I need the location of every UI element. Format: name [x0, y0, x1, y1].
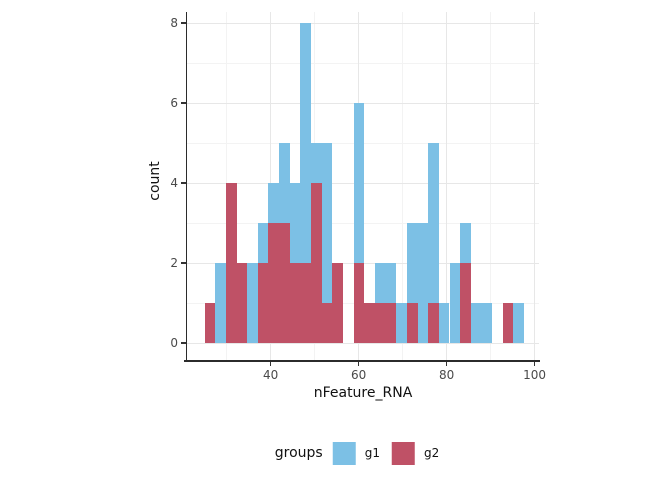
bar-g1-bin26: [470, 303, 482, 344]
legend-label-g1: g1: [364, 446, 380, 460]
minor-gridline: [490, 12, 492, 360]
x-tick-label: 40: [262, 368, 279, 382]
x-tick: [357, 361, 360, 366]
bar-g2-bin17: [374, 303, 386, 344]
bar-g1-bin20: [406, 223, 418, 344]
y-tick: [181, 102, 186, 104]
major-gridline: [187, 342, 539, 344]
x-tick: [445, 361, 448, 366]
bar-g2-bin25: [460, 263, 471, 344]
bar-g1-bin19: [396, 303, 407, 344]
bar-g1-bin5: [247, 263, 258, 344]
bar-g2-bin18: [385, 303, 397, 344]
x-tick-label: 60: [350, 368, 367, 382]
bar-g1-bin27: [481, 303, 493, 344]
legend-title: groups: [274, 445, 323, 461]
major-gridline: [446, 12, 448, 360]
bar-g2-bin8: [279, 223, 290, 344]
bar-g2-bin16: [364, 303, 375, 344]
bar-g2-bin6: [257, 263, 269, 344]
y-tick: [181, 182, 186, 184]
bar-g2-bin29: [502, 303, 514, 344]
major-gridline: [534, 12, 536, 360]
y-tick: [181, 262, 186, 264]
y-tick: [181, 342, 186, 344]
x-tick: [533, 361, 536, 366]
bar-g2-bin13: [332, 263, 344, 344]
bar-g2-bin22: [428, 303, 439, 344]
legend: groups g1 g2: [275, 441, 452, 465]
bar-g1-bin23: [438, 303, 450, 344]
y-tick-label: 4: [170, 176, 178, 191]
legend-item-g2: g2: [391, 441, 440, 465]
y-tick: [181, 22, 186, 24]
legend-item-g1: g1: [332, 441, 380, 465]
bar-g2-bin4: [236, 263, 248, 344]
minor-gridline: [402, 12, 404, 360]
major-gridline: [187, 22, 539, 24]
bar-g2-bin10: [300, 263, 312, 344]
y-axis-title: count: [147, 161, 163, 201]
plot-panel: [187, 12, 539, 360]
minor-gridline: [187, 62, 539, 64]
y-tick-label: 2: [170, 256, 178, 271]
x-tick: [269, 361, 272, 366]
bar-g2-bin1: [204, 303, 216, 344]
bar-g2-bin12: [321, 303, 333, 344]
x-axis-title: nFeature_RNA: [313, 385, 413, 401]
bar-g1-bin15: [353, 103, 365, 344]
bar-g1-bin12: [321, 143, 333, 344]
legend-swatch-g2: [391, 441, 415, 465]
bar-g2-bin3: [225, 183, 237, 344]
bar-g1-bin2: [215, 263, 226, 344]
bar-g1-bin21: [417, 223, 429, 344]
x-axis-line: [184, 360, 540, 362]
bar-g2-bin11: [311, 183, 322, 344]
bar-g1-bin22: [428, 143, 439, 344]
x-tick-label: 80: [438, 368, 455, 382]
y-axis-line: [185, 12, 187, 361]
y-tick-label: 8: [170, 16, 178, 31]
x-tick-label: 100: [523, 368, 547, 382]
legend-label-g2: g2: [423, 446, 440, 460]
legend-swatch-g1: [332, 441, 356, 465]
bar-g1-bin24: [449, 263, 461, 344]
bar-g2-bin9: [289, 263, 301, 344]
bar-g1-bin10: [300, 23, 312, 344]
bar-g1-bin30: [513, 303, 525, 344]
y-tick-label: 0: [170, 336, 178, 351]
bar-g2-bin15: [353, 263, 365, 344]
bar-g2-bin20: [406, 303, 418, 344]
y-tick-label: 6: [170, 96, 178, 111]
bar-g2-bin7: [268, 223, 280, 344]
